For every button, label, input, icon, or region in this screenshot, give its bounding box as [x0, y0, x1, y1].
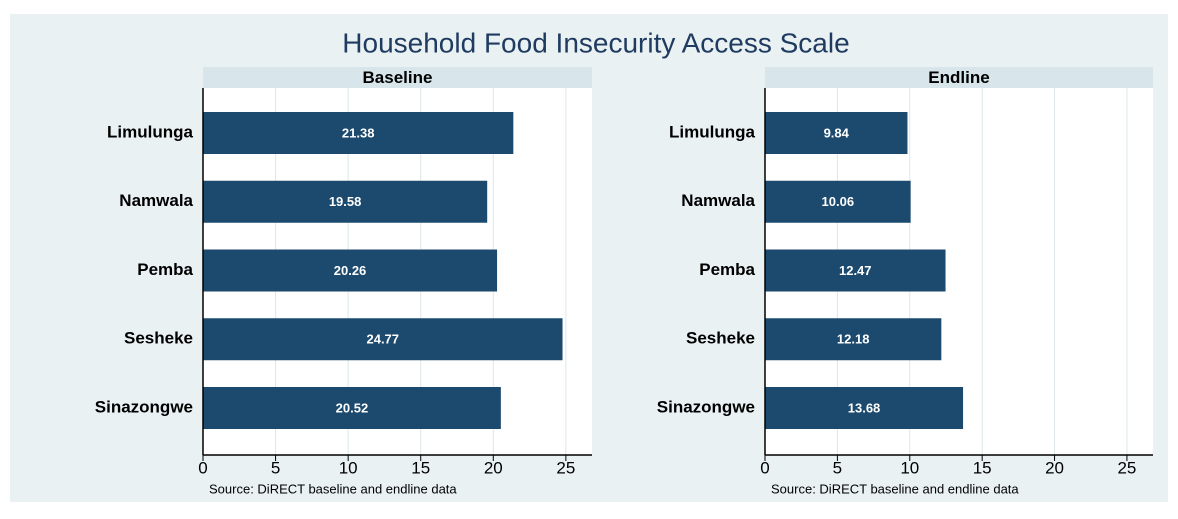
data-label: 13.68	[848, 400, 881, 415]
y-tick-label: Limulunga	[107, 122, 193, 141]
x-tick-label: 25	[1117, 458, 1136, 477]
x-tick-label: 20	[484, 458, 503, 477]
x-tick-label: 25	[556, 458, 575, 477]
data-label: 20.26	[334, 263, 367, 278]
y-tick-label: Sesheke	[124, 329, 193, 348]
bar	[765, 249, 946, 292]
bar	[203, 112, 514, 154]
y-tick-label: Sinazongwe	[657, 397, 755, 416]
y-tick-label: Limulunga	[669, 122, 755, 141]
bar	[765, 112, 908, 154]
x-tick-label: 5	[271, 458, 280, 477]
x-tick-label: 20	[1045, 458, 1064, 477]
bar	[203, 318, 563, 361]
panel-title: Baseline	[363, 68, 433, 87]
source-note: Source: DiRECT baseline and endline data	[771, 481, 1019, 496]
y-tick-label: Sesheke	[686, 329, 755, 348]
bar	[765, 318, 942, 361]
bar	[203, 249, 498, 292]
x-tick-label: 15	[973, 458, 992, 477]
bar	[765, 180, 911, 223]
bar	[203, 180, 488, 223]
bar	[203, 387, 501, 429]
y-tick-label: Pemba	[699, 260, 755, 279]
x-tick-label: 0	[198, 458, 207, 477]
data-label: 20.52	[336, 400, 369, 415]
y-tick-label: Namwala	[681, 191, 755, 210]
x-tick-label: 10	[339, 458, 358, 477]
bar	[765, 387, 964, 429]
panel-header	[203, 67, 592, 88]
y-tick-label: Sinazongwe	[95, 397, 193, 416]
x-tick-label: 5	[833, 458, 842, 477]
y-tick-label: Namwala	[119, 191, 193, 210]
x-tick-label: 10	[900, 458, 919, 477]
y-tick-label: Pemba	[137, 260, 193, 279]
panel-header	[765, 67, 1153, 88]
panel-title: Endline	[928, 68, 989, 87]
chart-title: Household Food Insecurity Access Scale	[342, 27, 849, 58]
data-label: 12.47	[839, 263, 872, 278]
data-label: 24.77	[366, 332, 399, 347]
x-tick-label: 0	[760, 458, 769, 477]
data-label: 21.38	[342, 125, 375, 140]
x-tick-label: 15	[411, 458, 430, 477]
data-label: 10.06	[822, 194, 855, 209]
data-label: 19.58	[329, 194, 362, 209]
source-note: Source: DiRECT baseline and endline data	[209, 481, 457, 496]
data-label: 9.84	[824, 125, 850, 140]
data-label: 12.18	[837, 332, 870, 347]
